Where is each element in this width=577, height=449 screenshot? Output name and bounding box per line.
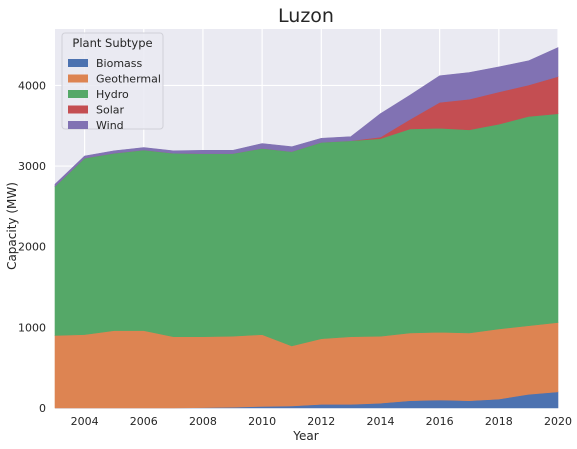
x-axis-label: Year [292,429,318,443]
area-wind [54,47,559,187]
legend-swatch [68,59,88,67]
y-tick-label: 4000 [18,79,46,92]
x-tick-label: 2018 [485,415,513,428]
y-tick-label: 1000 [18,321,46,334]
legend-label: Solar [96,104,125,117]
legend-swatch [68,105,88,114]
legend-box [61,32,164,130]
y-tick-label: 2000 [18,241,46,254]
x-tick-label: 2004 [71,415,99,428]
legend-swatch [68,74,88,83]
stacked-areas [54,47,559,409]
x-tick-label: 2006 [130,415,158,428]
x-axis-ticks: 2004 2006 2008 2010 2012 2014 2016 2018 2020 [71,415,572,428]
legend-item-solar: Solar [68,104,125,117]
x-tick-label: 2014 [366,415,394,428]
legend-swatch [68,90,88,98]
legend-label: Wind [96,119,124,132]
x-tick-label: 2008 [189,415,217,428]
legend-item-biomass: Biomass [68,57,143,70]
legend: Plant Subtype Biomass Geothermal Hydro Sola… [61,32,164,132]
x-tick-label: 2012 [307,415,335,428]
legend-label: Biomass [96,57,143,70]
legend-title: Plant Subtype [72,36,152,50]
legend-label: Hydro [96,88,129,101]
chart-title: Luzon [278,5,334,27]
y-tick-label: 0 [39,402,46,415]
x-tick-label: 2016 [426,415,454,428]
legend-item-hydro: Hydro [68,88,129,101]
legend-item-geothermal: Geothermal [68,73,161,86]
y-axis-label: Capacity (MW) [5,182,19,270]
legend-swatch [68,121,88,129]
legend-item-wind: Wind [68,119,124,132]
x-tick-label: 2010 [248,415,276,428]
legend-label: Geothermal [96,73,161,86]
y-tick-label: 3000 [18,160,46,173]
x-tick-label: 2020 [544,415,572,428]
y-axis-ticks: 0 1000 2000 3000 4000 [18,79,46,415]
